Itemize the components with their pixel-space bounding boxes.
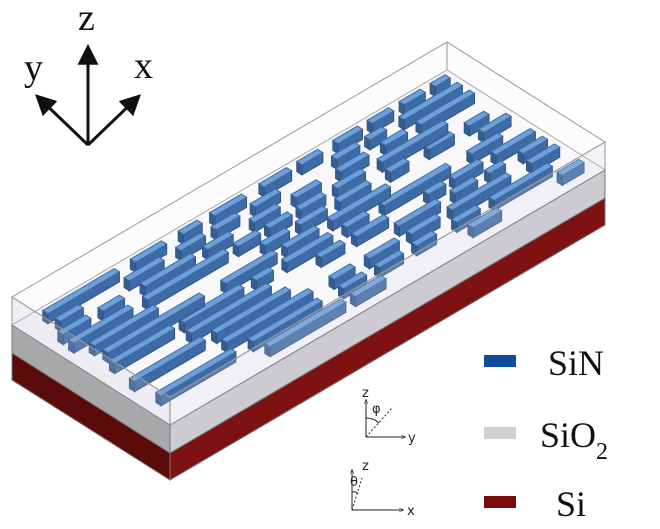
x-arrow bbox=[88, 97, 138, 145]
axis-label: x bbox=[407, 504, 415, 519]
main-axes: z y x bbox=[24, 0, 153, 145]
x-label: x bbox=[134, 45, 153, 87]
legend-label: SiN bbox=[548, 343, 604, 383]
angle-label: φ bbox=[372, 402, 381, 417]
angle-arc bbox=[366, 418, 379, 423]
inset-axes-phi: z φ y bbox=[362, 386, 416, 446]
axis-label: y bbox=[408, 431, 416, 446]
axis-label: z bbox=[362, 386, 369, 401]
legend: SiN SiO2 Si bbox=[484, 343, 608, 524]
axis-label: z bbox=[362, 459, 369, 474]
legend-swatch bbox=[484, 355, 516, 367]
legend-swatch bbox=[484, 496, 516, 508]
legend-text: SiO bbox=[540, 415, 596, 455]
y-arrow bbox=[38, 97, 88, 145]
legend-subscript: 2 bbox=[596, 439, 608, 465]
inset-axes-theta: z θ x bbox=[350, 459, 415, 519]
legend-swatch bbox=[484, 427, 516, 439]
legend-label: SiO2 bbox=[540, 415, 608, 465]
legend-label: Si bbox=[556, 484, 586, 524]
angle-label: θ bbox=[350, 475, 358, 490]
y-label: y bbox=[24, 47, 43, 89]
z-label: z bbox=[78, 0, 95, 39]
figure: z y x z φ y z θ x SiN SiO2 Si bbox=[0, 0, 660, 529]
device-3d bbox=[12, 42, 605, 480]
